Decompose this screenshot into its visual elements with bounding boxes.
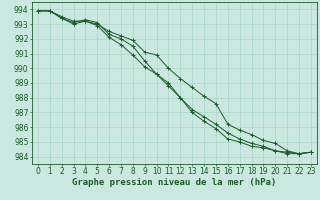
X-axis label: Graphe pression niveau de la mer (hPa): Graphe pression niveau de la mer (hPa) — [72, 178, 276, 187]
